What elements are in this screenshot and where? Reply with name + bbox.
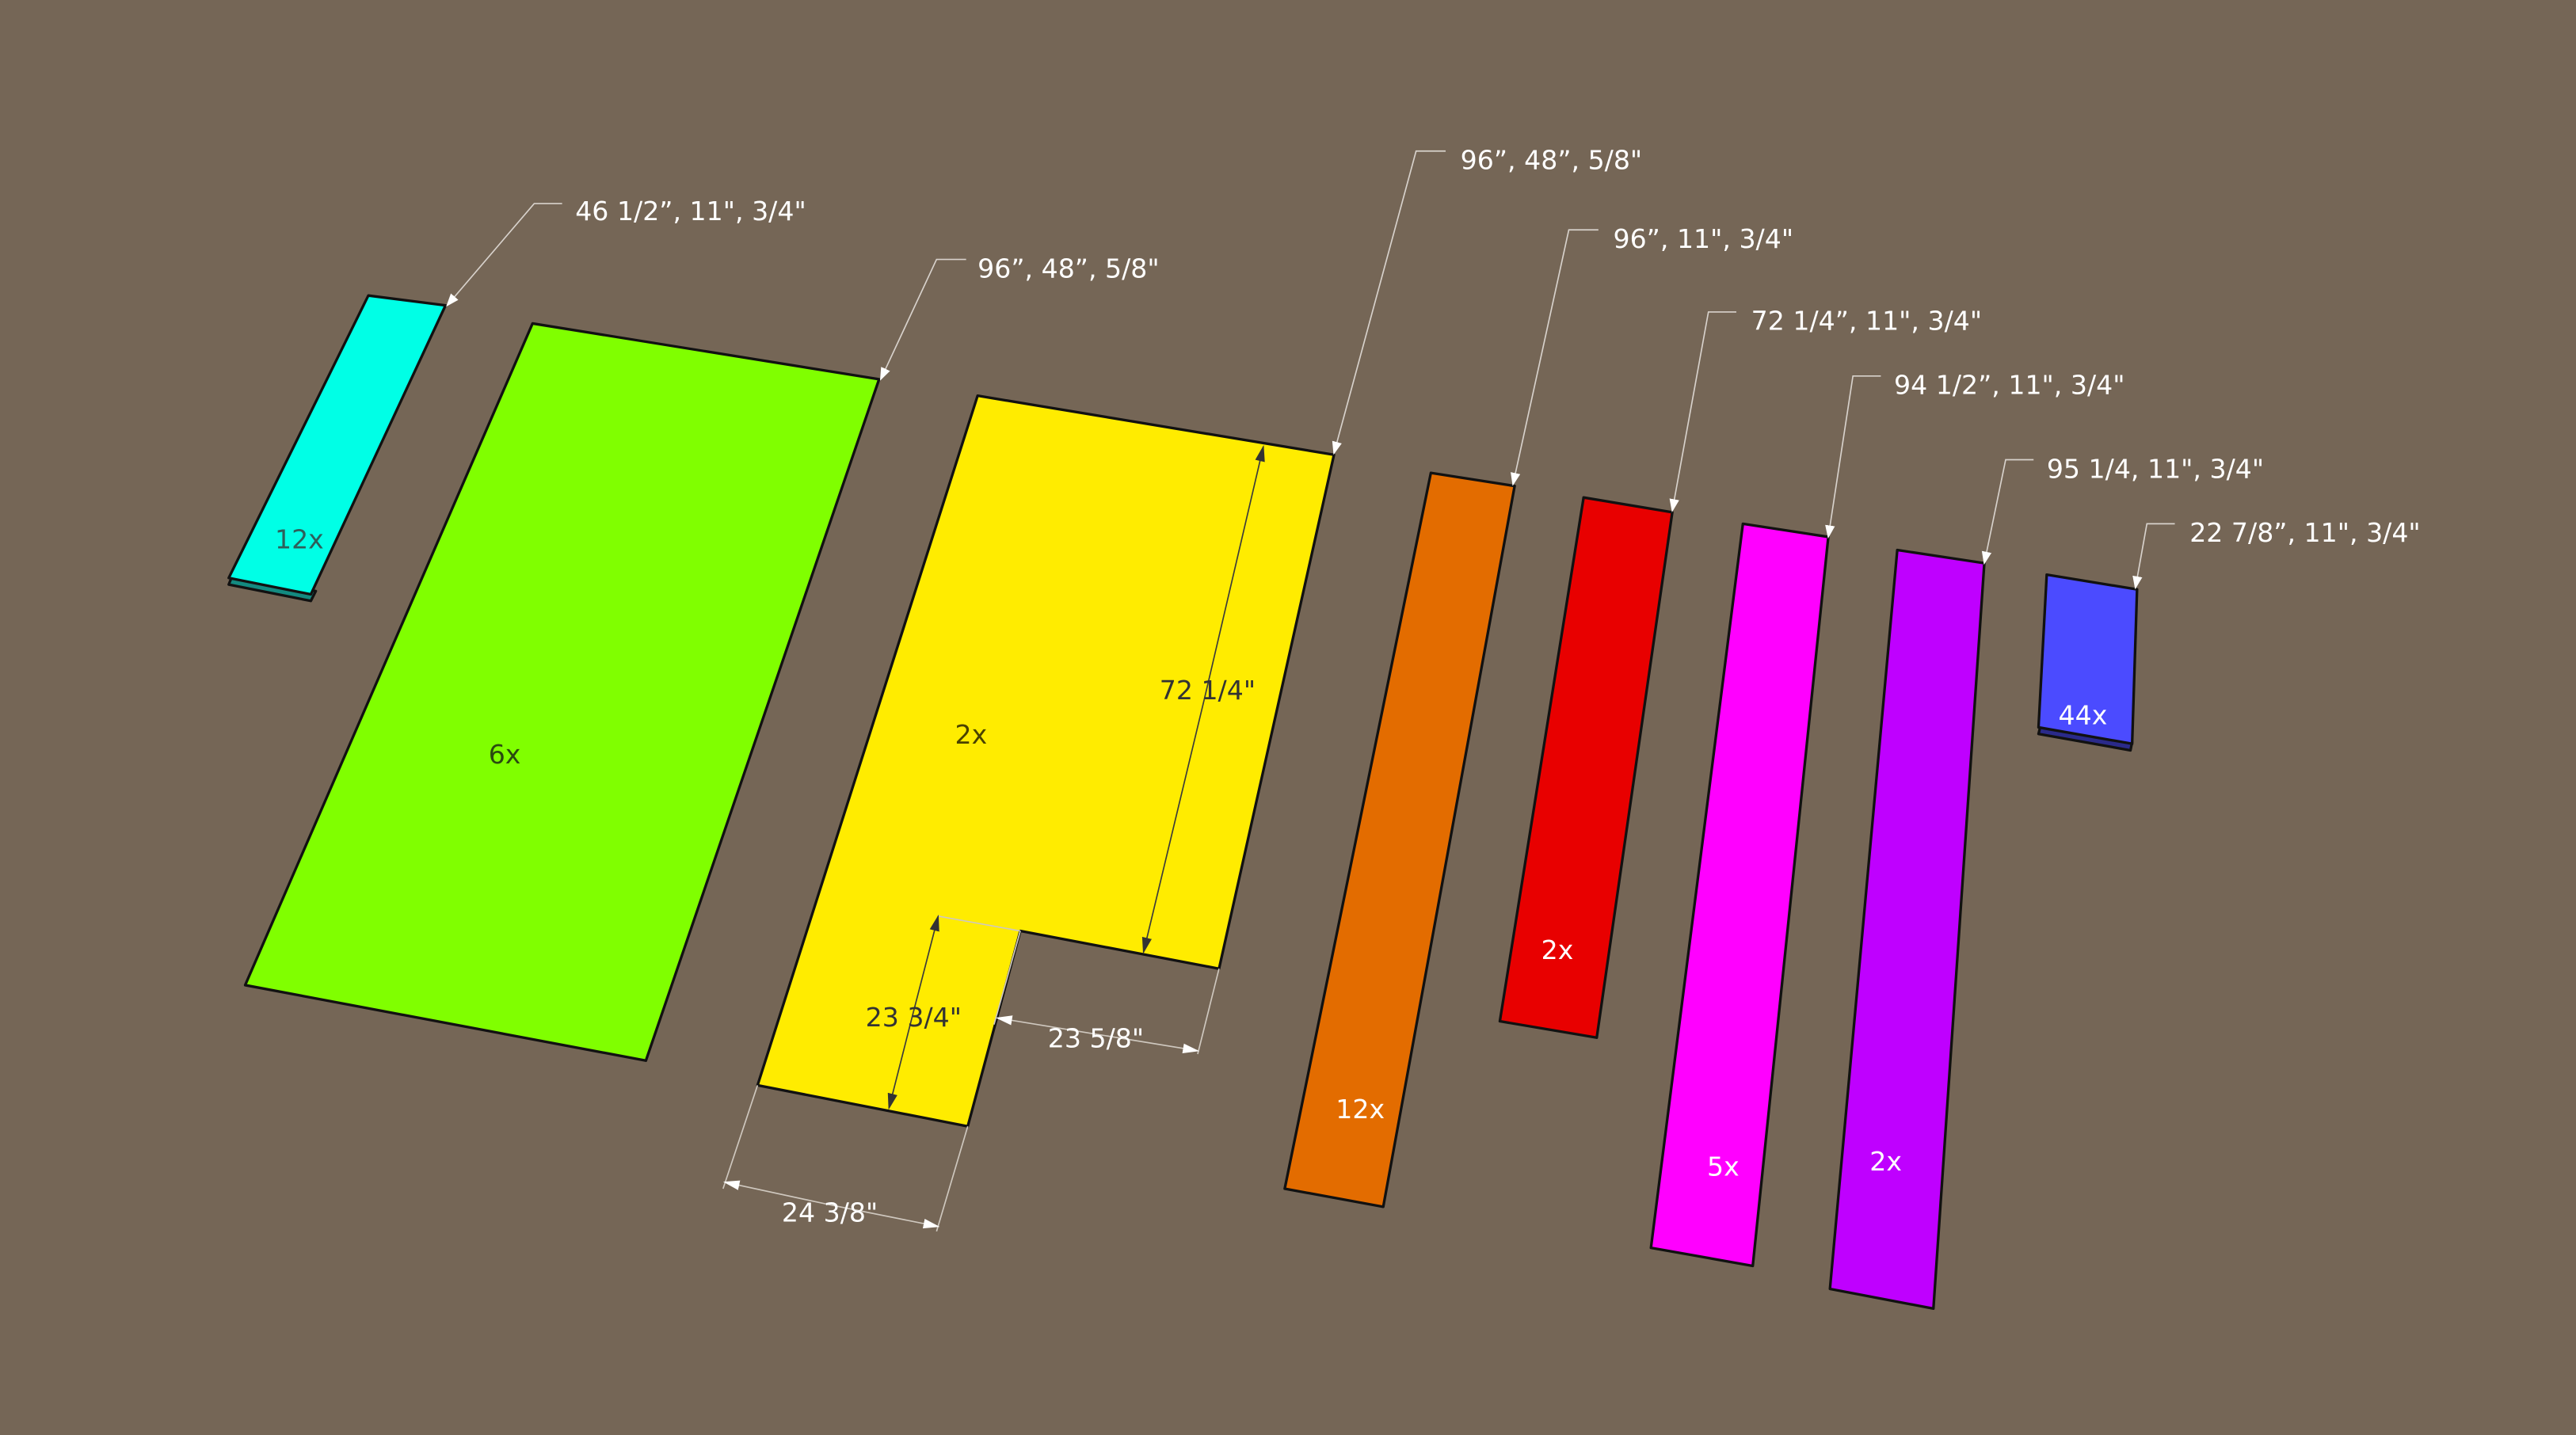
quantity-label: 2x — [1541, 934, 1574, 965]
piece-cyan[interactable]: 12x — [227, 294, 448, 603]
dimension-label: 95 1/4, 11", 3/4" — [2047, 453, 2264, 484]
dimension-label: 22 7/8”, 11", 3/4" — [2189, 517, 2420, 548]
piece-blue[interactable]: 44x — [2037, 573, 2139, 752]
dimension-text: 23 5/8" — [1048, 1023, 1144, 1054]
quantity-label: 2x — [1869, 1146, 1902, 1177]
quantity-label: 5x — [1707, 1151, 1740, 1182]
quantity-label: 2x — [955, 719, 988, 750]
leader-blue: 22 7/8”, 11", 3/4" — [2132, 517, 2421, 590]
quantity-label: 12x — [1336, 1094, 1385, 1125]
leader-magenta: 94 1/2”, 11", 3/4" — [1825, 370, 2125, 539]
piece-red[interactable]: 2x — [1498, 496, 1674, 1039]
dimension-notch-width: 23 5/8" — [993, 931, 1220, 1055]
dimension-bottom-width: 24 3/8" — [722, 1085, 969, 1232]
leader-yellow: 96”, 48”, 5/8" — [1332, 145, 1643, 455]
leader-green: 96”, 48”, 5/8" — [879, 253, 1160, 381]
dimension-label: 94 1/2”, 11", 3/4" — [1894, 370, 2124, 401]
piece-magenta[interactable]: 5x — [1649, 522, 1830, 1268]
dimension-label: 96”, 48”, 5/8" — [977, 253, 1160, 284]
dimension-text: 23 3/4" — [866, 1002, 962, 1033]
piece-orange[interactable]: 12x — [1283, 471, 1516, 1209]
dimension-text: 24 3/8" — [782, 1197, 878, 1228]
dimension-label: 72 1/4”, 11", 3/4" — [1751, 306, 1982, 337]
dimension-label: 96”, 48”, 5/8" — [1461, 145, 1643, 176]
piece-purple[interactable]: 2x — [1828, 548, 1986, 1311]
dimension-height: 72 1/4" — [1141, 444, 1265, 954]
piece-yellow[interactable]: 2x — [756, 394, 1336, 1128]
leader-purple: 95 1/4, 11", 3/4" — [1981, 453, 2264, 565]
leader-orange: 96”, 11", 3/4" — [1511, 223, 1793, 486]
piece-face-cyan — [227, 294, 448, 596]
dimension-label: 46 1/2”, 11", 3/4" — [575, 196, 806, 226]
leader-red: 72 1/4”, 11", 3/4" — [1669, 306, 1982, 512]
dimension-text: 72 1/4" — [1160, 675, 1256, 706]
dimension-notch-height: 23 3/4" — [866, 914, 1021, 1110]
piece-green[interactable]: 6x — [243, 322, 881, 1062]
quantity-label: 12x — [275, 523, 324, 554]
quantity-label: 6x — [489, 739, 521, 770]
leader-cyan: 46 1/2”, 11", 3/4" — [446, 196, 806, 307]
dimension-label: 96”, 11", 3/4" — [1613, 223, 1793, 254]
quantity-label: 44x — [2059, 699, 2108, 730]
